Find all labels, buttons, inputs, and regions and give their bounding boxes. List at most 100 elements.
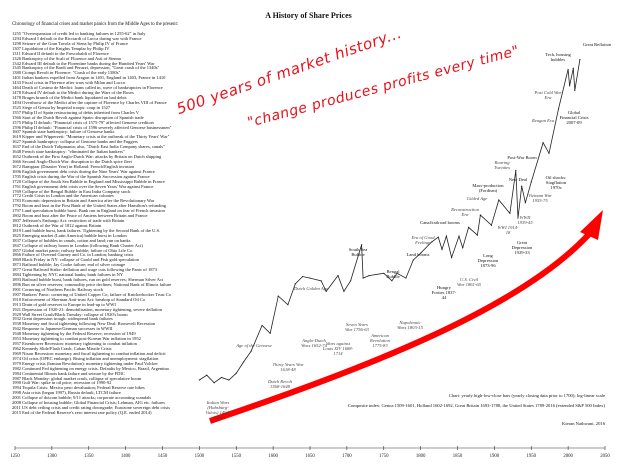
data-point bbox=[569, 85, 571, 87]
annotation-reconstruction: Reconstruction Era bbox=[451, 207, 479, 217]
annotation-gfc: Global Financial Crisis 2007-09 bbox=[559, 110, 589, 125]
chronology-item: 1825 Emerging market (Latin America) bub… bbox=[12, 232, 127, 238]
annotation-wwi: WWI 1914-18 bbox=[497, 225, 519, 235]
x-tick-label: 1500 bbox=[195, 454, 205, 459]
x-tick-label: 1400 bbox=[121, 454, 131, 459]
chronology-item: 1307 Liquidation of the Knights Templar … bbox=[12, 45, 110, 51]
data-point bbox=[451, 256, 453, 259]
chronology-item: 1907 Bankers' Panic: cornering of United… bbox=[12, 291, 172, 297]
chronology-item: 1557 Philip II of Spain restructuring of… bbox=[12, 109, 140, 115]
data-point bbox=[574, 89, 576, 92]
chronology-item: 1783 Economic depression in Britain and … bbox=[12, 198, 155, 204]
x-tick-label: 1300 bbox=[47, 454, 57, 459]
chronology-item: 1478 Edward IV default to the Medici dur… bbox=[12, 90, 134, 96]
chronology-item: 1666 Second Anglo-Dutch War: disruption … bbox=[12, 158, 132, 164]
chronology-item: 1401 Italian bankers expelled from Arago… bbox=[12, 75, 166, 81]
data-point bbox=[479, 214, 481, 216]
x-tick-label: 1550 bbox=[231, 454, 241, 459]
annotation-reagan: Reagan Era bbox=[531, 118, 555, 123]
chronology-item: 2015 End of the Federal Reserve's zero i… bbox=[12, 409, 152, 415]
chronology-item: 1974 Oil crisis (OPEC embargo). Rising i… bbox=[12, 355, 159, 361]
chronology-item: 1627 Spanish bankruptcy: collapse of Gen… bbox=[12, 139, 138, 145]
annotation-louis-xiv: Wars against Louis XIV 1688-1714 bbox=[322, 341, 354, 356]
x-tick-label: 1850 bbox=[453, 454, 463, 459]
data-point bbox=[405, 277, 407, 279]
chronology-item: 1932 Great depression trough: widespread… bbox=[12, 316, 113, 322]
chronology-item: 1342 Edward III default to the Florentin… bbox=[12, 60, 155, 66]
chronology-item: 2008 Collapse of housing bubble; Global … bbox=[12, 400, 165, 406]
chronology-item: 1953 Monetary tightening to combat post-… bbox=[12, 336, 141, 342]
data-point bbox=[362, 277, 364, 279]
chronology-item: 1705 English crisis during the War of th… bbox=[12, 173, 150, 179]
chronology-item: 1494 Overthrow of the Medici after the c… bbox=[12, 99, 167, 105]
chronology-item: 1648 French state bankruptcy: "eliminate… bbox=[12, 149, 125, 155]
annotation-thirty-years: Thirty Years War 1618-48 bbox=[272, 362, 304, 372]
data-point bbox=[445, 235, 448, 237]
chronology-item: 1596 Philip II default: "Financial crisi… bbox=[12, 124, 172, 130]
chronology-item: 1857 Global market panic; railway bubble… bbox=[12, 247, 134, 253]
chronology-item: 1994 Tequila Crisis: Mexico peso devalua… bbox=[12, 385, 145, 391]
chronology-heading: Chronology of financial crises and marke… bbox=[12, 22, 179, 27]
chronology-item: 1619 Kipper und Wipperzeit: "Monetary cr… bbox=[12, 134, 170, 140]
chart-type-note: Chart: yearly high-low-close bars (yearl… bbox=[448, 393, 605, 398]
data-point bbox=[441, 248, 443, 251]
x-tick-label: 1900 bbox=[490, 454, 500, 459]
composite-index-note: Composite index: Genoa 1509-1601, Hollan… bbox=[347, 403, 605, 408]
data-point bbox=[517, 217, 519, 219]
chronology-item: 1525 Siege of Genoa by Imperial troops: … bbox=[12, 104, 111, 110]
annotation-mass-production: Mass-production (Fordism) bbox=[472, 183, 504, 193]
chronology-item: 1987 Black Monday: global market crash, … bbox=[12, 375, 142, 381]
chronology-item: 1761 English government debt crisis over… bbox=[12, 183, 154, 189]
chronology-item: 1607 Spanish state bankruptcy: failure o… bbox=[12, 129, 115, 135]
annotation-hungry-forties: Hungry Forties 1837-44 bbox=[431, 285, 457, 300]
data-point bbox=[198, 379, 200, 381]
annotation-seven-years: Seven Years War 1756-63 bbox=[345, 322, 369, 332]
annotation-great-depression: Great Depression 1929-33 bbox=[511, 240, 533, 255]
annotation-long-depression: Long Depression 1873-96 bbox=[477, 253, 499, 268]
chronology-item: 1819 Land bubble burst, bank failures. T… bbox=[12, 227, 161, 233]
x-tick-label: 1700 bbox=[342, 454, 352, 459]
chronology-item: 1807 Jefferson's Embargo Act: restrictio… bbox=[12, 218, 125, 224]
x-tick-label: 1750 bbox=[379, 454, 389, 459]
data-point bbox=[467, 226, 470, 228]
data-point bbox=[261, 324, 263, 327]
annotation-dutch-golden-age: Dutch Golden Age bbox=[293, 286, 329, 291]
chronology-item: 1990 Gulf War: spike in oil price; reces… bbox=[12, 380, 112, 386]
data-point bbox=[542, 142, 544, 144]
index-series bbox=[198, 58, 581, 384]
chronology-item: 1637 End of the Dutch Tulipmania; also, … bbox=[12, 144, 165, 150]
chronology-item: 1921 Depression of 1920-21: demobilisati… bbox=[12, 306, 162, 312]
chronology-item: 1802 Boom and bust after the Peace of Am… bbox=[12, 213, 148, 219]
annotation-post-cold-war: Post Cold War Era bbox=[534, 90, 562, 100]
data-point bbox=[337, 274, 339, 277]
chronology-item: 1979 Energy crisis (Iranian Revolution):… bbox=[12, 360, 158, 366]
chronology-item: 1696 English government debt crisis duri… bbox=[12, 168, 155, 174]
data-point bbox=[579, 58, 581, 61]
chronology-item: 1566 Start of the Dutch Revolt against S… bbox=[12, 114, 144, 120]
annotation-roaring-twenties: Roaring Twenties bbox=[494, 160, 510, 170]
data-point bbox=[530, 181, 532, 183]
chronology-item: 1982 Continued Fed tightening on energy … bbox=[12, 365, 169, 371]
chronology-item: 2001 Collapse of dotcom bubble; 9/11 att… bbox=[12, 395, 152, 401]
annotation-great-reflation: Great Reflation bbox=[582, 42, 612, 47]
chronology-item: 1866 Failure of Overend Gurney and Co. i… bbox=[12, 252, 134, 258]
x-tick-label: 1950 bbox=[526, 454, 536, 459]
data-point bbox=[206, 374, 208, 376]
annotation-american-revolution: American Revolution 1775-83 bbox=[370, 333, 390, 348]
data-point bbox=[420, 252, 422, 254]
chronology-item: 1255 "Overexpansion of credit led to ban… bbox=[12, 31, 146, 36]
x-tick-label: 1450 bbox=[158, 454, 168, 459]
annotation-vietnam: Vietnam War 1955-75 bbox=[528, 193, 552, 203]
chronology-item: 1893 Railroad bubble burst, bank failure… bbox=[12, 277, 164, 283]
chronology-item: 1478 Bruges branch of the Medici bank li… bbox=[12, 94, 127, 100]
annotation-anglo-dutch: Anglo-Dutch Wars 1652-74 bbox=[301, 338, 327, 348]
chronology-item: 1896 Run on silver reserves; commodity p… bbox=[12, 282, 172, 288]
x-tick-label: 1250 bbox=[10, 454, 20, 459]
data-point bbox=[412, 259, 414, 261]
chronology-list: 1255 "Overexpansion of credit led to ban… bbox=[12, 31, 172, 416]
chronology-item: 1792 Boom and bust in the First Bank of … bbox=[12, 203, 167, 209]
chronology-item: 1938 Monetary and fiscal tightening foll… bbox=[12, 321, 156, 327]
trend-arrow-head bbox=[580, 210, 603, 240]
chronology-item: 1464 Death of Cosimo de Medici: loans ca… bbox=[12, 85, 163, 91]
data-point bbox=[476, 234, 479, 236]
